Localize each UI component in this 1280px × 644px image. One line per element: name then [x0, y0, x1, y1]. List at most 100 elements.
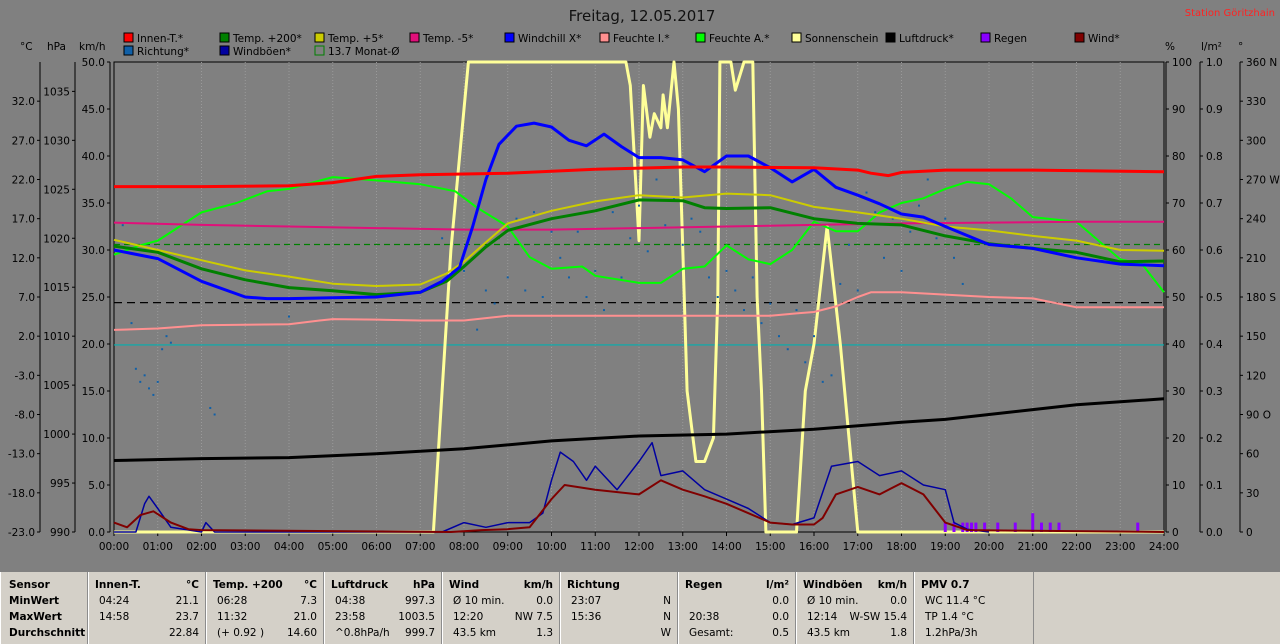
- richtung-point: [865, 191, 868, 194]
- lm2-tick-label: 0.1: [1206, 480, 1223, 492]
- regen-bar: [1057, 522, 1061, 532]
- richtung-point: [655, 178, 658, 181]
- richtung-point: [830, 374, 833, 377]
- percent-tick-label: 50: [1172, 292, 1185, 304]
- hpa-tick-label: 1010: [43, 331, 70, 343]
- x-tick-label: 08:00: [449, 541, 479, 553]
- degrees-tick-label: 270 W: [1246, 175, 1280, 187]
- richtung-point: [891, 217, 894, 220]
- richtung-point: [441, 237, 444, 240]
- x-tick-label: 21:00: [1018, 541, 1048, 553]
- richtung-point: [620, 276, 623, 279]
- hpa-tick-label: 1000: [43, 429, 70, 441]
- kmh-tick-label: 5.0: [88, 480, 105, 492]
- richtung-point: [550, 230, 553, 233]
- stats-cell-label: 43.5 km: [453, 627, 497, 639]
- stats-column: Luftdruck hPa 04:38 997.3 23:58 1003.5 ^0.8hPa…: [324, 572, 442, 644]
- stats-cell-value: 21.1: [175, 595, 199, 607]
- x-tick-label: 16:00: [799, 541, 829, 553]
- kmh-tick-label: 15.0: [82, 386, 105, 398]
- richtung-point: [935, 237, 938, 240]
- regen-bar: [974, 522, 978, 532]
- regen-bar: [996, 522, 1000, 532]
- richtung-point: [804, 361, 807, 364]
- stats-cell-value: 1.8: [890, 627, 907, 639]
- stats-column-unit: km/h: [877, 579, 907, 591]
- richtung-point: [156, 380, 159, 383]
- x-tick-label: 00:00: [99, 541, 129, 553]
- richtung-point: [209, 406, 212, 409]
- x-tick-label: 01:00: [143, 541, 173, 553]
- x-tick-label: 09:00: [493, 541, 523, 553]
- stats-column-header: Richtung: [567, 579, 620, 591]
- richtung-point: [165, 335, 168, 338]
- degrees-tick-label: 240: [1246, 214, 1266, 226]
- lm2-tick-label: 0.2: [1206, 433, 1223, 445]
- legend-swatch: [791, 32, 802, 43]
- richtung-point: [288, 315, 290, 318]
- degrees-tick-label: 360 N: [1246, 57, 1277, 69]
- stats-row-labels: Sensor MinWert MaxWert Durchschnitt: [0, 572, 88, 644]
- x-tick-label: 22:00: [1061, 541, 1091, 553]
- lm2-tick-label: 1.0: [1206, 57, 1223, 69]
- legend-swatch: [1074, 32, 1085, 43]
- legend-label: Temp. +200*: [232, 33, 302, 45]
- lm2-tick-label: 0.0: [1206, 527, 1223, 539]
- stats-cell-value: 21.0: [293, 611, 317, 623]
- stats-cell-label: 43.5 km: [807, 627, 851, 639]
- stats-cell-label: 04:38: [335, 595, 366, 607]
- lm2-tick-label: 0.7: [1206, 198, 1223, 210]
- stats-cell-label: 14:58: [99, 611, 130, 623]
- stats-cell-label: 06:28: [217, 595, 248, 607]
- legend-label: Windchill X*: [518, 33, 581, 45]
- celsius-tick-label: 22.0: [12, 175, 35, 187]
- regen-bar: [1031, 513, 1035, 532]
- richtung-point: [716, 296, 719, 298]
- richtung-point: [795, 309, 798, 312]
- percent-tick-label: 40: [1172, 339, 1185, 351]
- x-tick-label: 04:00: [274, 541, 304, 553]
- richtung-point: [725, 269, 728, 272]
- kmh-tick-label: 50.0: [82, 57, 105, 69]
- legend-label: Temp. +5*: [327, 33, 383, 45]
- celsius-tick-label: 2.0: [18, 331, 35, 343]
- lm2-tick-label: 0.9: [1206, 104, 1223, 116]
- stats-cell-label: 04:24: [99, 595, 130, 607]
- richtung-point: [751, 276, 754, 279]
- richtung-point: [629, 237, 632, 240]
- richtung-point: [856, 289, 859, 292]
- stats-column-header: Temp. +200: [213, 579, 283, 591]
- kmh-tick-label: 35.0: [82, 198, 105, 210]
- degrees-tick-label: 210: [1246, 253, 1266, 265]
- regen-bar: [1040, 522, 1043, 532]
- x-tick-label: 17:00: [843, 541, 873, 553]
- stats-column: Windböen km/h Ø 10 min. 0.0 12:14 W-SW 15.4 43…: [796, 572, 914, 644]
- legend-label: Feuchte A.*: [709, 33, 770, 45]
- richtung-point: [611, 211, 614, 214]
- stats-cell-label: 12:14: [807, 611, 838, 623]
- stats-cell-label: Gesamt:: [689, 627, 734, 639]
- legend-swatch: [599, 32, 610, 43]
- stats-cell-value: N: [663, 611, 671, 623]
- stats-column: Richtung 23:07 N 15:36 N W: [560, 572, 678, 644]
- richtung-point: [568, 276, 570, 279]
- legend-swatch: [219, 45, 230, 56]
- richtung-point: [944, 217, 947, 220]
- stats-cell-label: Ø 10 min.: [453, 595, 505, 607]
- celsius-tick-label: 17.0: [12, 214, 35, 226]
- percent-tick-label: 0: [1172, 527, 1179, 539]
- percent-tick-label: 80: [1172, 151, 1185, 163]
- legend-label: Temp. -5*: [422, 33, 473, 45]
- windchill-x-line: [113, 121, 1165, 301]
- lm2-tick-label: 0.5: [1206, 292, 1223, 304]
- regen-bar: [1136, 522, 1140, 532]
- degrees-tick-label: 330: [1246, 96, 1266, 108]
- stats-cell-value: 0.0: [772, 595, 789, 607]
- hpa-tick-label: 1025: [43, 184, 70, 196]
- stats-label-max: MaxWert: [9, 611, 62, 623]
- richtung-point: [778, 335, 780, 338]
- innen-t-line: [114, 165, 1165, 189]
- sonnenschein-line: [114, 60, 1164, 534]
- kmh-tick-label: 25.0: [82, 292, 105, 304]
- axes: -23.0 -18.0 -13.0 -8.0 -3.0 2.0 7.0 12.0 17.0 22.…: [8, 57, 1280, 553]
